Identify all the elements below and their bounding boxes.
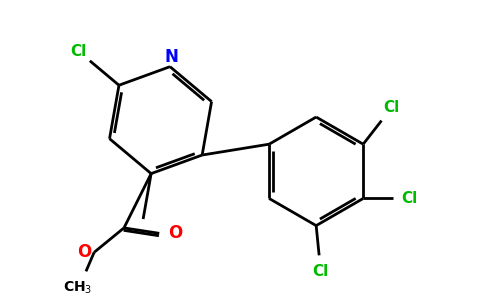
Text: O: O (77, 243, 91, 261)
Text: Cl: Cl (70, 44, 86, 59)
Text: Cl: Cl (401, 191, 418, 206)
Text: Cl: Cl (383, 100, 400, 115)
Text: Cl: Cl (313, 264, 329, 279)
Text: O: O (168, 224, 182, 242)
Text: N: N (164, 48, 178, 66)
Text: CH$_3$: CH$_3$ (63, 279, 92, 296)
